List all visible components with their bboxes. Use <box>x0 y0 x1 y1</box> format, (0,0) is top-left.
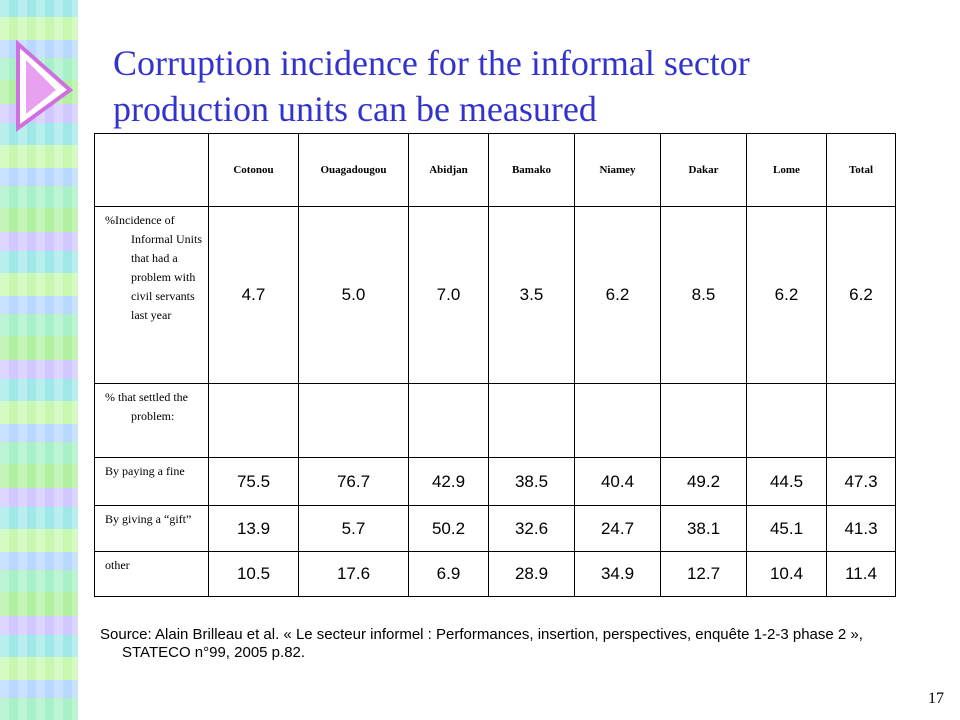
row-label-cell: % that settled the problem: <box>94 383 209 458</box>
value-cell: 75.5 <box>208 457 299 506</box>
value-cell: 13.9 <box>208 505 299 552</box>
value-cell <box>826 383 896 458</box>
value-cell <box>574 383 661 458</box>
value-cell: 38.5 <box>488 457 575 506</box>
value-cell: 6.2 <box>826 206 896 384</box>
row-label: %Incidence of Informal Units that had a … <box>105 213 202 322</box>
value-cell: 5.0 <box>298 206 409 384</box>
table-row: By paying a fine 75.5 76.7 42.9 38.5 40.4 49.2… <box>94 457 896 506</box>
value-cell: 76.7 <box>298 457 409 506</box>
header-cell: Ouagadougou <box>298 133 409 207</box>
table: Cotonou Ouagadougou Abidjan Bamako Niamey Dak… <box>94 133 896 597</box>
row-label: % that settled the problem: <box>105 390 188 423</box>
title: Corruption incidence for the informal se… <box>113 43 750 129</box>
value-cell: 44.5 <box>746 457 827 506</box>
header-cell: Cotonou <box>208 133 299 207</box>
value-cell: 47.3 <box>826 457 896 506</box>
header-cell: Niamey <box>574 133 661 207</box>
row-label-cell: By paying a fine <box>94 457 209 506</box>
header-cell: Abidjan <box>408 133 489 207</box>
value-cell: 40.4 <box>574 457 661 506</box>
value-cell: 6.2 <box>574 206 661 384</box>
decor-strip <box>0 0 78 720</box>
value-cell: 45.1 <box>746 505 827 552</box>
value-cell: 41.3 <box>826 505 896 552</box>
corner-cell <box>94 133 209 207</box>
table-row: % that settled the problem: <box>94 383 896 458</box>
source-note: Source: Alain Brilleau et al. « Le secte… <box>100 626 863 661</box>
value-cell: 5.7 <box>298 505 409 552</box>
header-cell: Total <box>826 133 896 207</box>
row-label-cell: %Incidence of Informal Units that had a … <box>94 206 209 384</box>
table-row: other 10.5 17.6 6.9 28.9 34.9 12.7 10.4 11.4 <box>94 551 896 597</box>
value-cell: 10.4 <box>746 551 827 597</box>
header-cell: Bamako <box>488 133 575 207</box>
row-label-cell: other <box>94 551 209 597</box>
value-cell: 3.5 <box>488 206 575 384</box>
value-cell: 34.9 <box>574 551 661 597</box>
value-cell: 10.5 <box>208 551 299 597</box>
value-cell: 6.2 <box>746 206 827 384</box>
value-cell <box>208 383 299 458</box>
header-row: Cotonou Ouagadougou Abidjan Bamako Niamey Dak… <box>94 133 896 207</box>
row-label: other <box>105 558 130 572</box>
value-cell: 49.2 <box>660 457 747 506</box>
value-cell <box>660 383 747 458</box>
value-cell: 8.5 <box>660 206 747 384</box>
value-cell <box>298 383 409 458</box>
row-label: By paying a fine <box>105 464 185 478</box>
value-cell <box>408 383 489 458</box>
value-cell: 12.7 <box>660 551 747 597</box>
header-cell: Dakar <box>660 133 747 207</box>
table-row: %Incidence of Informal Units that had a … <box>94 206 896 384</box>
value-cell: 17.6 <box>298 551 409 597</box>
value-cell: 42.9 <box>408 457 489 506</box>
value-cell: 24.7 <box>574 505 661 552</box>
value-cell <box>746 383 827 458</box>
row-label-cell: By giving a “gift” <box>94 505 209 552</box>
value-cell: 11.4 <box>826 551 896 597</box>
value-cell: 32.6 <box>488 505 575 552</box>
value-cell <box>488 383 575 458</box>
arrow-inner <box>26 60 56 114</box>
table-row: By giving a “gift” 13.9 5.7 50.2 32.6 24.7 38.… <box>94 505 896 552</box>
arrow-icon <box>16 39 74 132</box>
header-cell: Lome <box>746 133 827 207</box>
page-number: 17 <box>928 690 944 707</box>
value-cell: 50.2 <box>408 505 489 552</box>
value-cell: 38.1 <box>660 505 747 552</box>
row-label: By giving a “gift” <box>105 512 192 526</box>
value-cell: 4.7 <box>208 206 299 384</box>
value-cell: 6.9 <box>408 551 489 597</box>
value-cell: 7.0 <box>408 206 489 384</box>
value-cell: 28.9 <box>488 551 575 597</box>
